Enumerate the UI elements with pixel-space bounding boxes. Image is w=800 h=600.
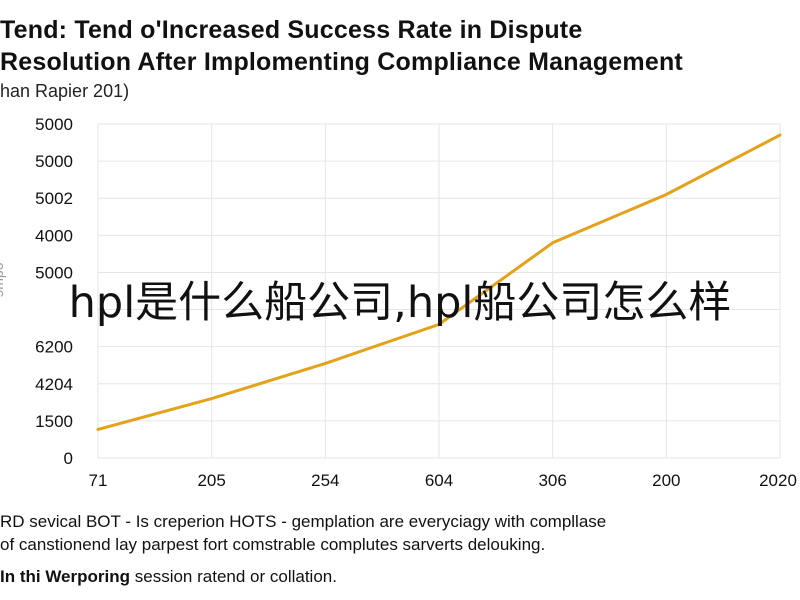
chart-caption: RD sevical BOT - Is creperion HOTS - gem…: [0, 510, 800, 556]
chart-title: Tend: Tend o'Increased Success Rate in D…: [0, 14, 800, 78]
caption-line-2: of canstionend lay parpest fort comstrab…: [0, 535, 546, 554]
y-tick-label: 1500: [35, 412, 73, 431]
y-tick-label: 5002: [35, 189, 73, 208]
x-tick-label: 200: [652, 471, 680, 490]
y-tick-label: 5000: [35, 152, 73, 171]
y-tick-label: 4204: [35, 375, 73, 394]
chart-footnote: In thi Werporing session ratend or colla…: [0, 567, 337, 587]
x-tick-label: 71: [89, 471, 108, 490]
y-tick-label: 4000: [35, 226, 73, 245]
x-tick-label: 306: [538, 471, 566, 490]
caption-line-1: RD sevical BOT - Is creperion HOTS - gem…: [0, 512, 607, 531]
chart-title-line-2: Resolution After Implomenting Compliance…: [0, 48, 683, 76]
y-tick-label: 5000: [35, 115, 73, 134]
y-tick-label: 5000: [35, 263, 73, 282]
chart-title-line-1: Tend: Tend o'Increased Success Rate in D…: [0, 16, 583, 44]
footnote-bold: In thi Werporing: [0, 567, 131, 586]
x-tick-label: 604: [425, 471, 453, 490]
y-tick-label: 0: [64, 449, 73, 468]
y-tick-label: 6200: [35, 338, 73, 357]
line-chart: 5000 5000 5002 4000 5000 6200 4204 1500 0 71 205 25…: [35, 115, 797, 490]
footnote-rest: session ratend or collation.: [130, 567, 337, 586]
x-tick-label: 205: [197, 471, 225, 490]
x-tick-label: 2020: [759, 471, 797, 490]
watermark-overlay-text: hpl是什么船公司,hpl船公司怎么样: [68, 278, 732, 328]
chart-subtitle: han Rapier 201): [0, 81, 130, 101]
x-tick-label: 254: [311, 471, 339, 490]
